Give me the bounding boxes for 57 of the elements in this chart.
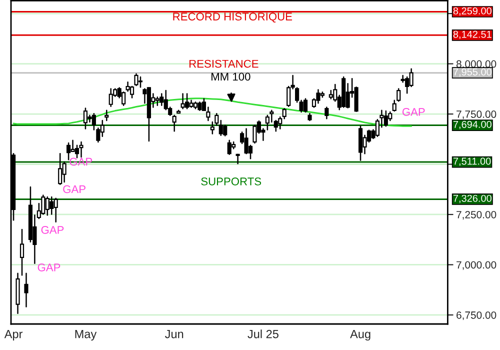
candlestick [180,93,185,110]
candlestick [88,114,92,123]
y-tick-label: 7,000.00 [456,261,496,270]
annotation: RECORD HISTORIQUE [173,12,292,22]
candlestick [409,68,414,88]
ref-line-label: 7,694.00 [453,120,492,130]
candlestick [185,93,190,110]
x-tick-label: Jun [165,330,184,338]
candlestick [58,152,62,185]
x-tick-label: Jul 25 [248,330,278,338]
candlestick [79,141,84,158]
candlestick [252,124,257,144]
ref-line-label: 7,955.00 [453,68,492,77]
candlestick [384,110,388,127]
ref-line-label: 8,142.51 [453,30,492,40]
candlestick [324,106,329,120]
annotation: MM 100 [212,72,250,81]
candlestick [83,108,88,130]
candlestick [138,76,143,88]
y-tick-label: 8,000.00 [456,60,496,69]
candlestick [303,98,308,113]
y-tick-label: 6,750.00 [456,311,496,320]
ref-line-label: 8,259.00 [453,7,492,16]
candlestick [400,74,405,83]
x-tick-label: May [75,330,97,341]
candlestick [66,142,71,160]
candlestick [41,194,46,215]
candlestick [134,73,138,86]
candlestick [130,86,134,98]
candlestick [227,140,232,156]
ref-line-label: 7,326.00 [453,194,492,204]
annotation: SUPPORTS [201,178,262,186]
candlestick [108,88,113,108]
annotation: RESISTANCE [189,60,258,68]
candlestick [104,110,109,122]
ref-line-label: 7,511.00 [453,158,491,166]
candlestick [62,161,66,183]
candlestick [45,196,50,216]
candlestick [160,93,164,106]
annotation: GAP [70,158,92,166]
candlestick [24,272,28,308]
candlestick [316,89,320,104]
x-tick-label: Aug [350,330,370,341]
candlestick [236,154,240,164]
annotation: GAP [41,226,64,234]
candlestick [70,140,75,152]
annotation: GAP [38,264,60,272]
candlestick [54,198,58,223]
annotation: GAP [63,185,86,194]
y-tick-label: 7,250.00 [456,210,496,220]
y-tick-label: 7,750.00 [456,110,496,120]
x-tick-label: Apr [4,330,23,341]
candlestick [20,228,24,276]
candlestick [354,86,358,112]
candlestick [172,114,176,132]
annotation: GAP [402,108,425,116]
candlestick [358,126,363,161]
